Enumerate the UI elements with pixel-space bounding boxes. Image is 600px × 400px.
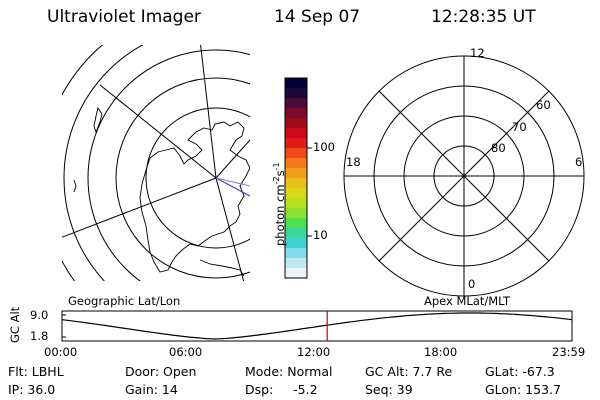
colorbar-segment [285, 78, 307, 89]
left-panel-caption: Geographic Lat/Lon [68, 294, 181, 308]
time: 12:28:35 UT [431, 7, 536, 27]
geographic-map [62, 45, 250, 281]
colorbar-tick-100: 100 [313, 140, 335, 154]
mlt-label-0: 0 [468, 277, 476, 291]
coastline [139, 121, 250, 273]
colorbar-segment [285, 268, 307, 279]
mlat-label-80: 80 [491, 141, 506, 155]
info-door: Door: Open [125, 364, 197, 379]
info-ip: IP: 36.0 [8, 382, 56, 397]
lon-line [62, 177, 217, 238]
mlat-label-70: 70 [512, 120, 527, 134]
colorbar-segment [285, 158, 307, 169]
coastline [73, 179, 77, 193]
altitude-plot [61, 310, 573, 342]
x-tick-0000: 00:00 [44, 345, 78, 359]
info-filter: Flt: LBHL [8, 364, 64, 379]
colorbar-segment [285, 248, 307, 259]
colorbar-segment [285, 138, 307, 149]
lon-line [99, 84, 217, 179]
lon-line [215, 139, 250, 179]
colorbar-segment [285, 118, 307, 129]
colorbar-segment [285, 98, 307, 109]
altitude-frame [61, 310, 573, 342]
lat-circle [87, 49, 250, 281]
colorbar-segment [285, 108, 307, 119]
colorbar-segment [285, 188, 307, 199]
x-tick-1800: 18:00 [424, 345, 458, 359]
coastline [199, 259, 245, 277]
colorbar-segment [285, 128, 307, 139]
altitude-curve [61, 312, 573, 340]
info-mode: Mode: Normal [245, 364, 333, 379]
colorbar-segment [285, 218, 307, 229]
mlt-label-18: 18 [346, 155, 361, 169]
colorbar-segment [285, 228, 307, 239]
colorbar-segment [285, 258, 307, 269]
mlt-meridian [378, 90, 550, 262]
lon-line [200, 45, 217, 179]
lon-line [215, 177, 245, 281]
x-tick-2359: 23:59 [552, 345, 586, 359]
mlat-label-60: 60 [536, 98, 551, 112]
colorbar-segment [285, 238, 307, 249]
colorbar-segment [285, 168, 307, 179]
lat-circle [115, 77, 250, 279]
x-tick-1200: 12:00 [297, 345, 331, 359]
lat-circle [63, 45, 144, 281]
colorbar-segment [285, 148, 307, 159]
coastline [93, 106, 103, 134]
info-glat: GLat: -67.3 [485, 364, 555, 379]
altitude-ylabel: GC Alt [8, 306, 22, 343]
info-glon: GLon: 153.7 [485, 382, 561, 397]
mlt-label-6: 6 [575, 155, 583, 169]
info-dsp: Dsp: -5.2 [245, 382, 318, 397]
title: Ultraviolet Imager [47, 7, 201, 27]
colorbar-segment [285, 178, 307, 189]
altitude-ymax: 9.0 [30, 308, 49, 322]
colorbar-label: photon cm-2s-1 [272, 162, 287, 246]
mlt-label-12: 12 [470, 46, 485, 60]
date: 14 Sep 07 [274, 7, 361, 27]
colorbar [284, 77, 312, 279]
altitude-ymin: 1.8 [30, 329, 49, 343]
right-panel-caption: Apex MLat/MLT [424, 294, 511, 308]
info-seq: Seq: 39 [365, 382, 413, 397]
colorbar-segment [285, 208, 307, 219]
colorbar-tick-10: 10 [313, 228, 328, 242]
x-tick-0600: 06:00 [169, 345, 203, 359]
info-gain: Gain: 14 [125, 382, 178, 397]
colorbar-segment [285, 88, 307, 99]
mlat-mlt-plot [343, 55, 585, 297]
lat-circle [145, 107, 250, 249]
info-gc-alt: GC Alt: 7.7 Re [365, 364, 453, 379]
colorbar-segment [285, 198, 307, 209]
